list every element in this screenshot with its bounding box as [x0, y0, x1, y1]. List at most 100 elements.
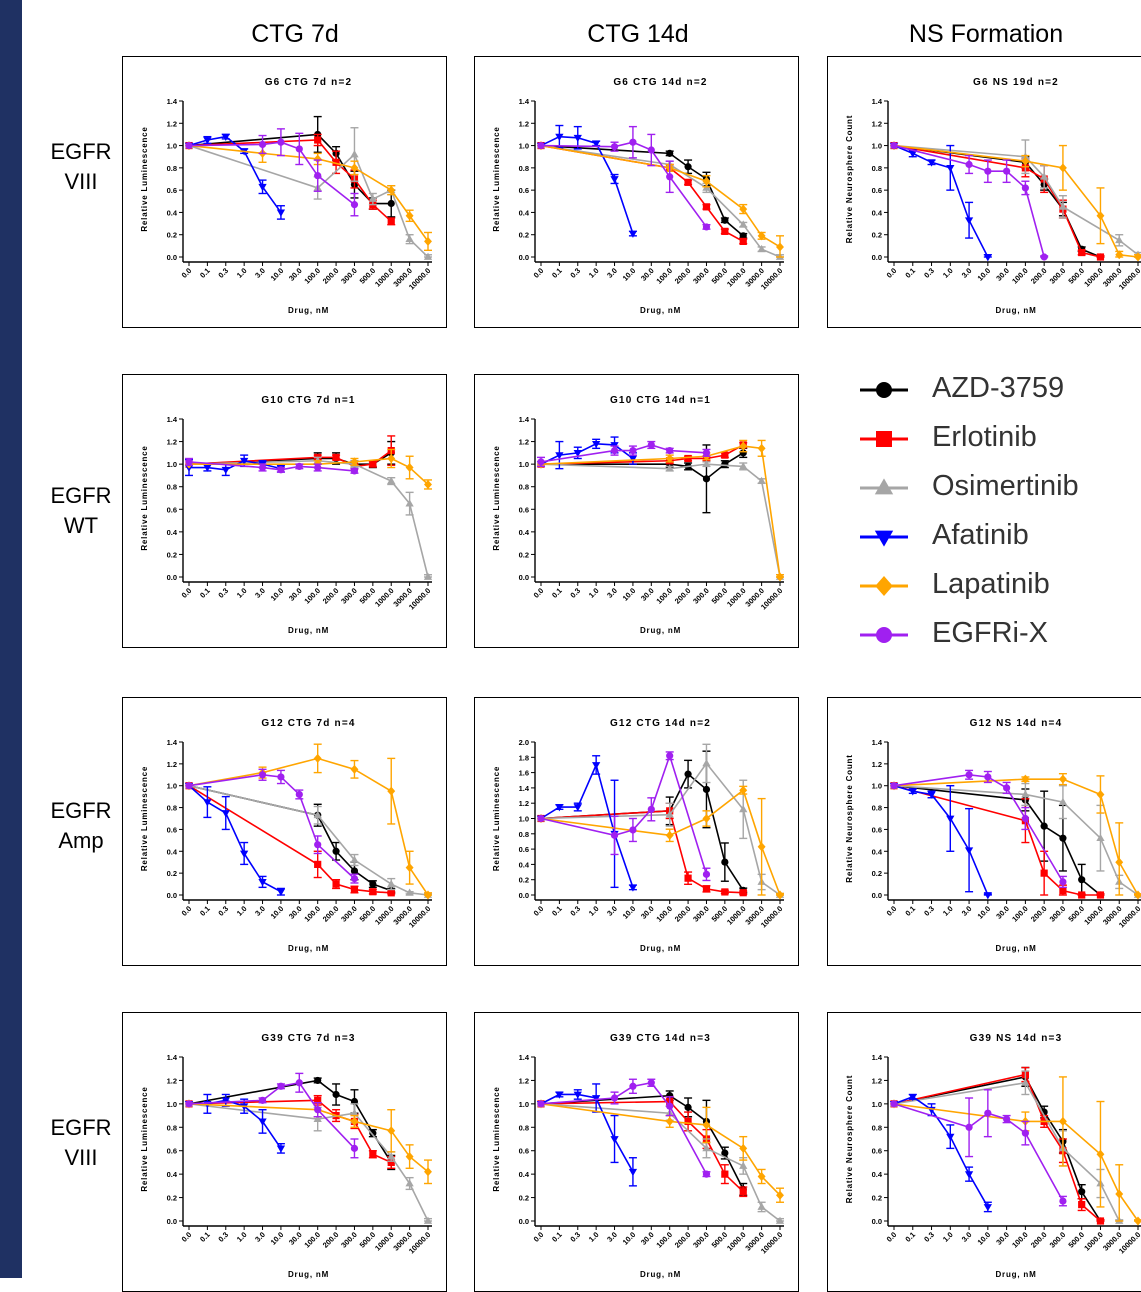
column-header-ctg-7d: CTG 7d: [251, 20, 339, 48]
chart-panel-g12-ctg14: G12 CTG 14d n=2 0.0 0.2 0.4 0.6 0.8 1.0 1.2 1.4 1…: [474, 697, 799, 966]
row-label-2: EGFR WT: [36, 481, 126, 541]
data-point: [387, 1158, 395, 1167]
x-tick-label: 30.0: [287, 1230, 304, 1247]
data-point: [423, 252, 433, 260]
data-point: [702, 785, 711, 794]
x-tick-label: 100.0: [654, 1230, 674, 1250]
series-line: [188, 773, 356, 880]
data-point: [647, 146, 655, 154]
data-point: [387, 786, 396, 796]
series-line: [540, 1103, 781, 1222]
series-lapatinib: [537, 141, 784, 258]
series-erlotinib: [537, 141, 748, 245]
y-tick-label: 1.2: [872, 119, 882, 128]
series-azd-3759: [537, 444, 748, 514]
y-tick-label: 0.2: [519, 1194, 529, 1203]
data-point: [537, 1100, 545, 1108]
data-point: [610, 176, 619, 184]
y-axis-label: Relative Luminescence: [492, 445, 501, 550]
data-point: [739, 889, 747, 897]
series-erlotinib: [890, 1066, 1105, 1225]
y-tick-label: 0.0: [167, 1217, 177, 1226]
x-tick-label: 0.3: [568, 904, 582, 918]
data-point: [387, 889, 395, 897]
x-tick-label: 0.0: [180, 1230, 194, 1244]
data-point: [739, 805, 748, 813]
data-point: [387, 217, 395, 225]
y-tick-label: 1.0: [519, 142, 529, 151]
x-tick-label: 10.0: [269, 904, 286, 921]
data-point: [647, 805, 655, 813]
data-point: [313, 154, 322, 164]
y-tick-label: 1.0: [519, 460, 529, 469]
data-point: [573, 134, 582, 143]
series-azd-3759: [890, 1066, 1105, 1225]
data-point: [423, 572, 433, 580]
legend-marker: [876, 627, 892, 643]
series-line: [540, 144, 781, 248]
y-tick-label: 1.0: [167, 782, 177, 791]
data-point: [647, 441, 655, 449]
data-point: [1096, 789, 1105, 799]
y-tick-label: 1.2: [167, 760, 177, 769]
series-lapatinib: [890, 772, 1141, 900]
data-point: [1115, 250, 1124, 260]
chart-svg: G39 CTG 14d n=3 0.0 0.2 0.4 0.6 0.8 1.0 1.2 1.4 R…: [492, 1033, 784, 1279]
data-point: [890, 1100, 898, 1108]
legend-marker: [874, 530, 894, 547]
data-point: [1078, 248, 1086, 257]
data-point: [610, 1136, 619, 1144]
legend-label: Erlotinib: [932, 421, 1037, 453]
data-point: [387, 476, 396, 484]
x-tick-label: 200.0: [1029, 904, 1049, 924]
data-point: [350, 467, 359, 475]
y-tick-label: 0.0: [519, 253, 529, 262]
data-point: [387, 454, 396, 463]
data-point: [702, 1170, 711, 1178]
data-point: [1115, 235, 1124, 244]
data-point: [314, 136, 322, 144]
y-tick-label: 0.8: [167, 483, 177, 492]
data-point: [424, 236, 432, 246]
x-tick-label: 0.0: [180, 586, 194, 600]
x-tick-label: 10.0: [621, 266, 638, 283]
x-tick-label: 0.1: [198, 904, 212, 918]
data-point: [702, 176, 711, 186]
chart-title: G10 CTG 7d n=1: [261, 395, 355, 406]
y-axis-label: Relative Neurosphere Count: [845, 1075, 854, 1203]
data-point: [965, 771, 973, 779]
data-point: [965, 160, 973, 169]
data-point: [665, 830, 674, 840]
x-tick-label: 1000.0: [1082, 1230, 1105, 1253]
y-tick-label: 0.0: [519, 1217, 529, 1226]
y-tick-label: 1.4: [872, 97, 883, 106]
series-egfri-x: [890, 769, 1067, 889]
x-tick-label: 200.0: [673, 904, 693, 924]
series-erlotinib: [185, 782, 396, 897]
data-point: [1134, 1216, 1141, 1226]
x-tick-label: 0.0: [885, 266, 899, 280]
x-tick-label: 1000.0: [373, 586, 396, 609]
x-tick-label: 300.0: [339, 586, 359, 606]
series-lapatinib: [185, 141, 432, 252]
data-point: [314, 860, 322, 868]
y-tick-label: 0.8: [872, 804, 882, 813]
x-tick-label: 0.0: [532, 904, 546, 918]
data-point: [332, 880, 340, 888]
data-point: [537, 141, 545, 150]
chart-title: G6 CTG 14d n=2: [613, 77, 707, 88]
chart-svg: G6 CTG 7d n=2 0.0 0.2 0.4 0.6 0.8 1.0 1.2 1.4 Rel…: [140, 77, 433, 315]
series-line: [540, 1081, 708, 1175]
legend-marker: [876, 431, 892, 447]
x-tick-label: 1000.0: [1082, 266, 1105, 289]
legend-marker: [874, 478, 894, 495]
series-egfri-x: [185, 457, 359, 475]
series-line: [188, 785, 392, 894]
legend-marker-svg: [860, 627, 908, 643]
data-point: [369, 888, 377, 896]
data-point: [405, 499, 414, 507]
x-tick-label: 0.3: [216, 266, 230, 280]
x-tick-label: 1.0: [941, 904, 955, 918]
x-tick-label: 0.0: [885, 1230, 899, 1244]
series-line: [540, 753, 708, 875]
